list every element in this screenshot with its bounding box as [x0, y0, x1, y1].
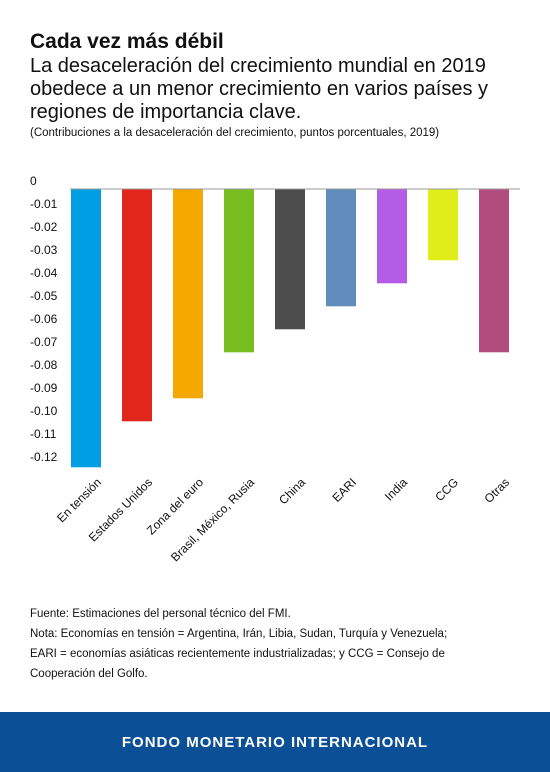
footer-label: FONDO MONETARIO INTERNACIONAL [121, 733, 429, 751]
chart-units-note: (Contribuciones a la desaceleración del … [30, 127, 440, 139]
y-tick-label: -0.06 [30, 312, 58, 326]
bar [71, 189, 101, 468]
y-tick-label: -0.10 [30, 404, 58, 418]
x-category-label: EARI [329, 475, 359, 505]
x-category-label: En tensión [54, 475, 104, 525]
x-category-label: China [276, 475, 308, 507]
source-note: Fuente: Estimaciones del personal técnic… [30, 608, 291, 620]
bar-chart: 0 -0.01 -0.02 -0.03 -0.04 -0.05 -0.06 -0.07 -0.0… [30, 174, 520, 564]
footnotes: Fuente: Estimaciones del personal técnic… [30, 604, 530, 684]
y-tick-label: -0.12 [30, 450, 58, 464]
definitions-note-2: EARI = economías asiáticas recientemente… [30, 648, 445, 660]
y-tick-label: -0.09 [30, 381, 58, 395]
bar [173, 189, 203, 399]
bar [479, 189, 509, 353]
bar [224, 189, 254, 353]
y-tick-label: -0.08 [30, 358, 58, 372]
x-category-label: Brasil, México, Rusia [168, 475, 257, 564]
y-tick-label: -0.04 [30, 266, 58, 280]
y-tick-label: -0.07 [30, 335, 58, 349]
bar [377, 189, 407, 284]
y-tick-label: 0 [30, 174, 37, 188]
bar [428, 189, 458, 261]
x-category-label: India [382, 475, 411, 504]
chart-subtitle: La desaceleración del crecimiento mundia… [30, 55, 489, 123]
y-tick-label: -0.02 [30, 220, 58, 234]
bar [122, 189, 152, 422]
definitions-note-1: Nota: Economías en tensión = Argentina, … [30, 628, 448, 640]
definitions-note-3: Cooperación del Golfo. [30, 668, 148, 680]
y-tick-label: -0.11 [30, 427, 57, 441]
bar [275, 189, 305, 330]
y-tick-label: -0.05 [30, 289, 58, 303]
bar [326, 189, 356, 307]
y-tick-label: -0.03 [30, 243, 58, 257]
x-category-label: Otras [481, 475, 512, 506]
x-category-label: CCG [432, 475, 461, 504]
y-tick-label: -0.01 [30, 197, 58, 211]
chart-title: Cada vez más débil [30, 30, 224, 53]
footer-bar: FONDO MONETARIO INTERNACIONAL [0, 712, 550, 772]
